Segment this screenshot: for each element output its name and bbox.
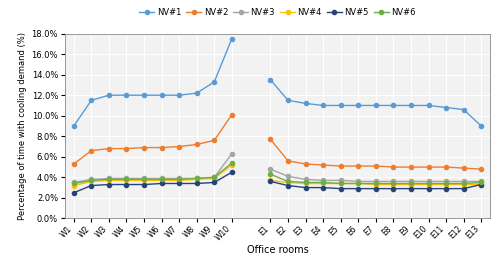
NV#5 — [229, 171, 235, 174]
NV#6 — [124, 178, 130, 181]
NV#4 — [88, 180, 94, 183]
NV#3 — [212, 176, 218, 179]
NV#3 — [141, 177, 147, 180]
NV#3 — [229, 152, 235, 155]
NV#1 — [71, 124, 77, 128]
NV#2 — [124, 147, 130, 150]
NV#6 — [106, 178, 112, 181]
NV#2 — [212, 139, 218, 142]
NV#4 — [141, 179, 147, 182]
NV#2 — [229, 113, 235, 116]
NV#6 — [88, 179, 94, 182]
NV#5 — [176, 182, 182, 185]
NV#5 — [158, 182, 164, 185]
NV#3 — [176, 177, 182, 180]
NV#1 — [176, 94, 182, 97]
NV#3 — [71, 181, 77, 184]
NV#1 — [194, 92, 200, 95]
Line: NV#1: NV#1 — [72, 37, 234, 128]
NV#1 — [141, 94, 147, 97]
NV#2 — [158, 146, 164, 149]
NV#1 — [124, 94, 130, 97]
NV#5 — [141, 183, 147, 186]
NV#2 — [71, 162, 77, 166]
NV#3 — [158, 177, 164, 180]
Line: NV#2: NV#2 — [72, 113, 234, 166]
NV#5 — [71, 191, 77, 194]
NV#5 — [194, 182, 200, 185]
Legend: NV#1, NV#2, NV#3, NV#4, NV#5, NV#6: NV#1, NV#2, NV#3, NV#4, NV#5, NV#6 — [136, 4, 419, 20]
NV#6 — [71, 182, 77, 185]
Line: NV#4: NV#4 — [72, 163, 234, 188]
NV#4 — [158, 179, 164, 182]
X-axis label: Office rooms: Office rooms — [246, 245, 308, 255]
NV#2 — [176, 145, 182, 148]
Line: NV#3: NV#3 — [72, 152, 234, 185]
NV#1 — [88, 99, 94, 102]
NV#3 — [194, 177, 200, 180]
NV#5 — [106, 183, 112, 186]
NV#5 — [212, 181, 218, 184]
NV#1 — [158, 94, 164, 97]
Y-axis label: Percentage of time with cooling demand (%): Percentage of time with cooling demand (… — [18, 32, 28, 220]
NV#6 — [229, 161, 235, 165]
NV#6 — [158, 178, 164, 181]
NV#4 — [229, 163, 235, 167]
Line: NV#5: NV#5 — [72, 170, 234, 195]
NV#4 — [71, 184, 77, 187]
NV#6 — [194, 177, 200, 180]
NV#2 — [141, 146, 147, 149]
NV#3 — [106, 177, 112, 180]
NV#4 — [176, 179, 182, 182]
NV#6 — [212, 176, 218, 179]
Line: NV#6: NV#6 — [72, 161, 234, 186]
NV#2 — [106, 147, 112, 150]
NV#1 — [229, 37, 235, 40]
NV#2 — [194, 143, 200, 146]
NV#6 — [141, 178, 147, 181]
NV#4 — [106, 179, 112, 182]
NV#6 — [176, 178, 182, 181]
NV#1 — [212, 80, 218, 83]
NV#4 — [194, 178, 200, 181]
NV#1 — [106, 94, 112, 97]
NV#5 — [88, 184, 94, 187]
NV#4 — [124, 179, 130, 182]
NV#5 — [124, 183, 130, 186]
NV#3 — [124, 177, 130, 180]
NV#3 — [88, 178, 94, 181]
NV#2 — [88, 149, 94, 152]
NV#4 — [212, 177, 218, 180]
